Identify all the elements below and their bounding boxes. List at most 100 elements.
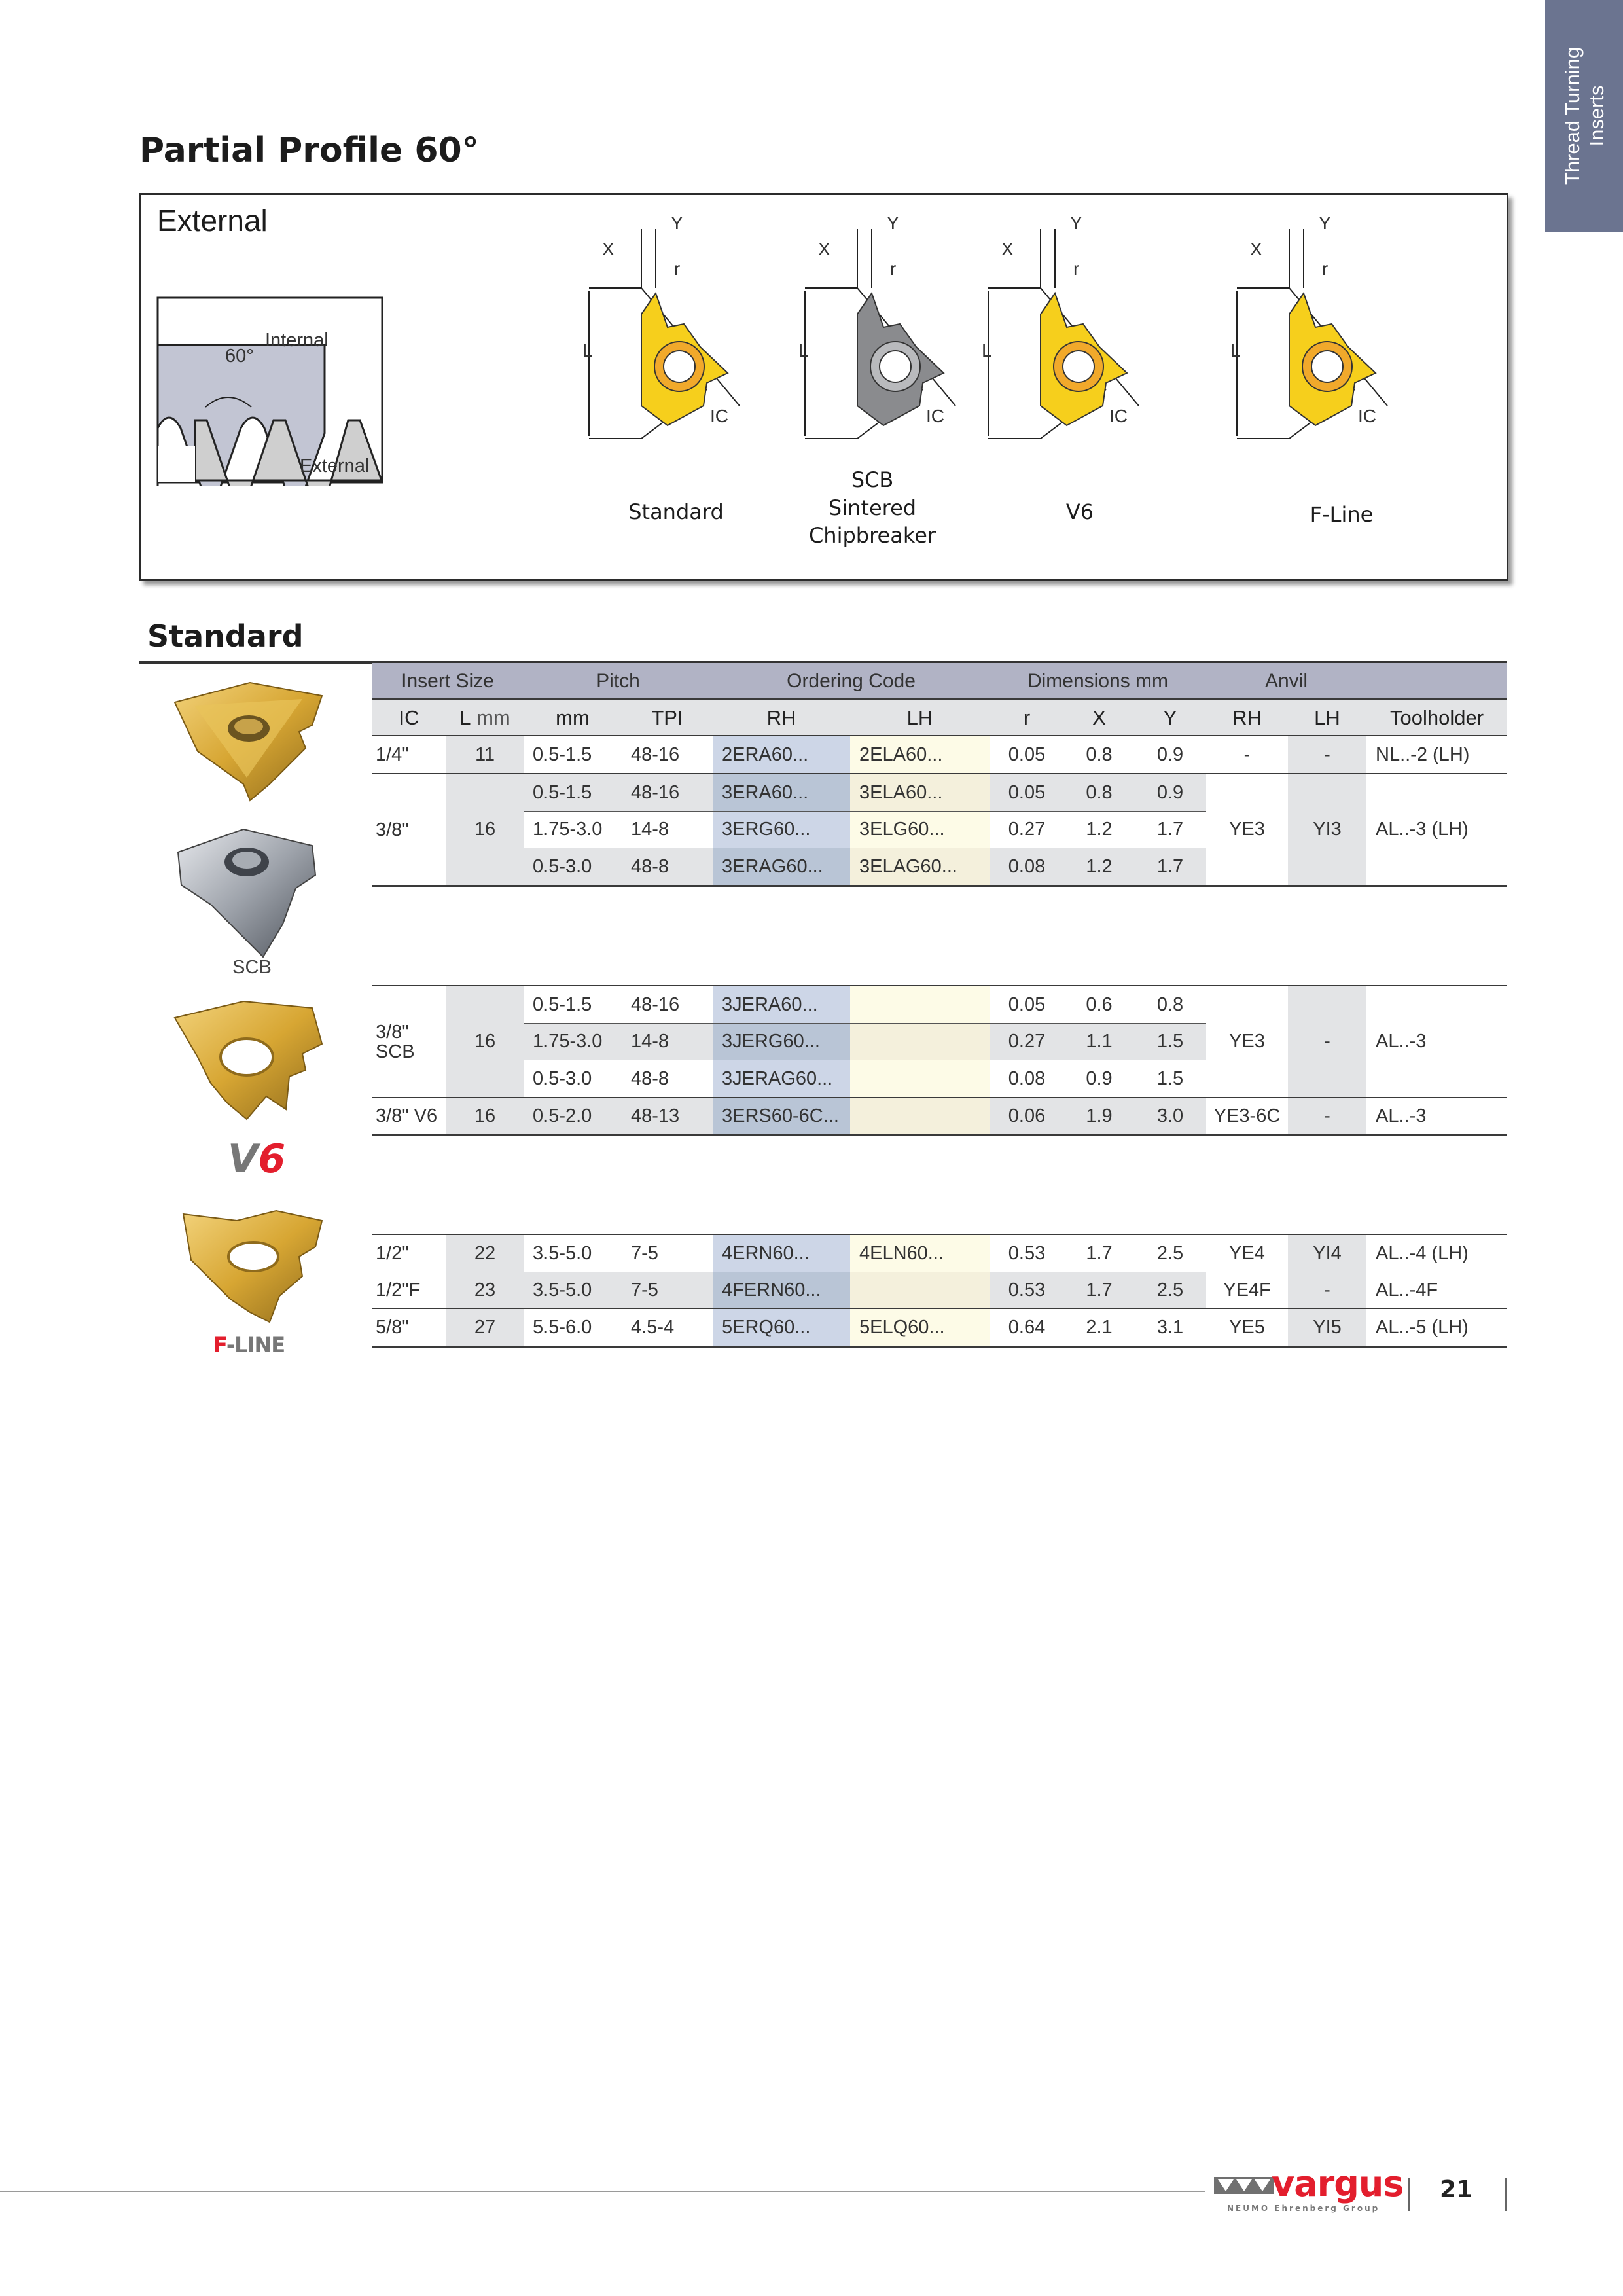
cell-x: 1.2 xyxy=(1064,848,1134,886)
section-divider xyxy=(372,1234,1507,1236)
standard-dim-r: r xyxy=(674,259,681,279)
cell-tpi: 7-5 xyxy=(622,1272,713,1309)
cell-x: 0.8 xyxy=(1064,774,1134,812)
column-header-bar xyxy=(372,700,1507,736)
cell-l: 27 xyxy=(446,1309,524,1346)
cell-r: 0.05 xyxy=(990,736,1064,774)
cell-y: 0.9 xyxy=(1134,736,1206,774)
external-label: External xyxy=(300,456,370,476)
cell-rh: 3JERAG60... xyxy=(713,1060,850,1098)
cell-anvil_lh: YI5 xyxy=(1288,1309,1366,1346)
cell-mm: 1.75-3.0 xyxy=(524,1023,622,1060)
caption-scb-line2: Sintered xyxy=(828,495,917,520)
cell-rh: 3ERA60... xyxy=(713,774,850,812)
group-header: Dimensions mm xyxy=(1027,670,1169,692)
cell-mm: 5.5-6.0 xyxy=(524,1309,622,1346)
cell-lh: 3ELAG60... xyxy=(850,848,990,886)
cell-l: 16 xyxy=(446,986,524,1098)
cell-ic: 1/4" xyxy=(372,736,446,774)
cell-tpi: 7-5 xyxy=(622,1235,713,1272)
cell-rh: 3JERG60... xyxy=(713,1023,850,1060)
cell-lh: 3ELG60... xyxy=(850,811,990,848)
cell-y: 1.7 xyxy=(1134,848,1206,886)
cell-y: 1.5 xyxy=(1134,1023,1206,1060)
standard-dim-l: L xyxy=(582,340,593,361)
column-header-x: X xyxy=(1092,706,1106,729)
f-line-dim-l: L xyxy=(1230,340,1241,361)
section-title: Standard xyxy=(147,619,304,654)
section-tab: Thread Turning Inserts xyxy=(1545,0,1623,232)
cell-lh: 4ELN60... xyxy=(850,1235,990,1272)
cell-rh: 3ERS60-6C... xyxy=(713,1098,850,1135)
column-header-toolholder: Toolholder xyxy=(1389,706,1484,729)
cell-r: 0.53 xyxy=(990,1235,1064,1272)
cell-anvil_rh: YE3 xyxy=(1206,986,1288,1098)
cell-toolholder: AL..-4F xyxy=(1366,1272,1507,1309)
cell-rh: 3ERG60... xyxy=(713,811,850,848)
standard-insert-drawing xyxy=(588,229,740,439)
cell-toolholder: AL..-3 xyxy=(1366,1098,1507,1135)
cell-tpi: 48-16 xyxy=(622,774,713,812)
cell-y: 3.1 xyxy=(1134,1309,1206,1346)
caption-v6: V6 xyxy=(1065,499,1094,524)
footer-divider xyxy=(1408,2178,1410,2211)
column-header-lh: LH xyxy=(906,706,933,729)
group-header: Anvil xyxy=(1264,670,1308,692)
cell-mm: 3.5-5.0 xyxy=(524,1235,622,1272)
scb-insert-drawing xyxy=(804,229,956,439)
scb-insert-photo xyxy=(177,828,317,958)
column-header-rh: RH xyxy=(766,706,796,729)
scb-photo-label: SCB xyxy=(232,957,272,978)
cell-r: 0.08 xyxy=(990,1060,1064,1098)
v6-insert-photo xyxy=(173,1000,323,1121)
cell-x: 1.9 xyxy=(1064,1098,1134,1135)
cell-x: 0.8 xyxy=(1064,736,1134,774)
scb-dim-x: X xyxy=(818,239,830,259)
section-tab-line2: Inserts xyxy=(1584,85,1608,147)
footer-divider xyxy=(1505,2178,1507,2211)
cell-toolholder: AL..-3 (LH) xyxy=(1366,774,1507,886)
header-divider xyxy=(372,698,1507,700)
section-divider xyxy=(372,985,1507,987)
cell-x: 1.1 xyxy=(1064,1023,1134,1060)
cell-tpi: 48-16 xyxy=(622,986,713,1024)
cell-x: 1.2 xyxy=(1064,811,1134,848)
cell-mm: 3.5-5.0 xyxy=(524,1272,622,1309)
cell-lh xyxy=(850,1272,990,1309)
cell-r: 0.27 xyxy=(990,811,1064,848)
cell-ic: 3/8" SCB xyxy=(372,986,446,1098)
cell-toolholder: AL..-5 (LH) xyxy=(1366,1309,1507,1346)
column-header-anvil_rh: RH xyxy=(1232,706,1262,729)
v6-logo: V6 xyxy=(228,1136,286,1182)
cell-mm: 0.5-1.5 xyxy=(524,774,622,812)
cell-mm: 1.75-3.0 xyxy=(524,811,622,848)
table-group-header-bar xyxy=(372,663,1507,700)
internal-label: Internal xyxy=(265,330,329,351)
caption-standard: Standard xyxy=(628,499,724,524)
standard-insert-photo xyxy=(173,681,323,802)
cell-mm: 0.5-1.5 xyxy=(524,986,622,1024)
cell-anvil_lh: - xyxy=(1288,1272,1366,1309)
page-title: Partial Profile 60° xyxy=(139,131,479,170)
cell-tpi: 48-16 xyxy=(622,736,713,774)
scb-dim-r: r xyxy=(890,259,897,279)
f-line-insert-drawing xyxy=(1236,229,1388,439)
cell-r: 0.05 xyxy=(990,774,1064,812)
scb-dim-l: L xyxy=(798,340,809,361)
cell-toolholder: AL..-3 xyxy=(1366,986,1507,1098)
v6-dim-r: r xyxy=(1073,259,1080,279)
cell-lh xyxy=(850,1060,990,1098)
v6-dim-y: Y xyxy=(1070,213,1082,233)
cell-lh: 2ELA60... xyxy=(850,736,990,774)
cell-ic: 5/8" xyxy=(372,1309,446,1346)
group-divider xyxy=(372,772,1507,775)
caption-f-line: F-Line xyxy=(1310,502,1374,527)
cell-rh: 4FERN60... xyxy=(713,1272,850,1309)
cell-rh: 3ERAG60... xyxy=(713,848,850,886)
f-line-insert-photo xyxy=(182,1210,323,1323)
cell-y: 2.5 xyxy=(1134,1235,1206,1272)
cell-anvil_rh: YE4F xyxy=(1206,1272,1288,1309)
cell-lh xyxy=(850,986,990,1024)
cell-r: 0.08 xyxy=(990,848,1064,886)
cell-rh: 5ERQ60... xyxy=(713,1309,850,1346)
